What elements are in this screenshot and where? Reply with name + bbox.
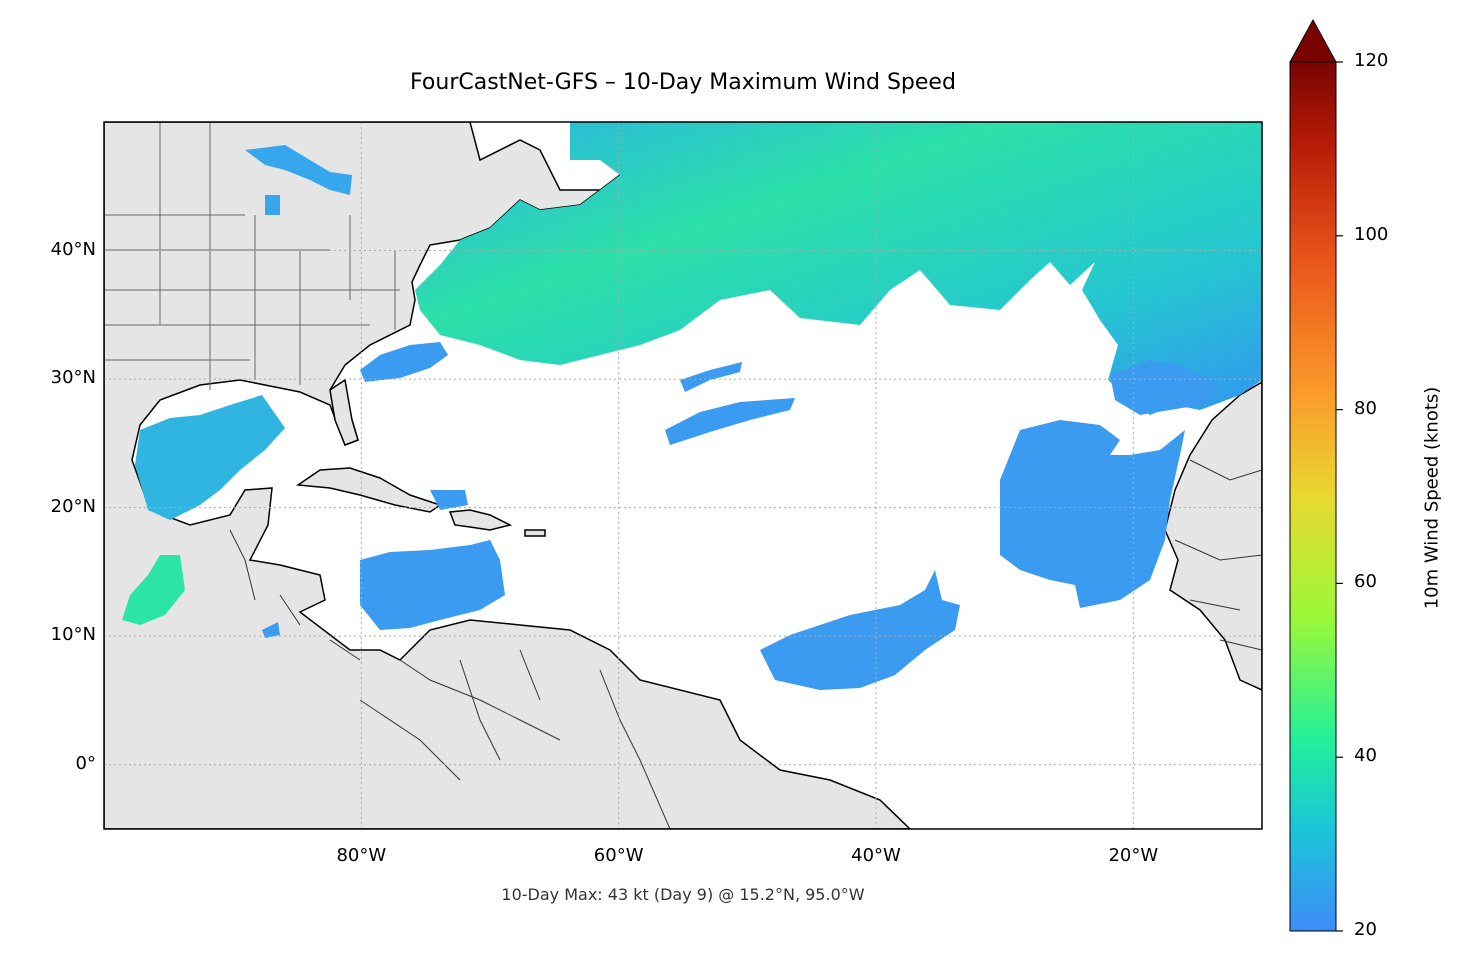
lat-tick-label: 20°N <box>50 495 96 517</box>
land-hispaniola <box>448 509 513 531</box>
wind-region-gulf-of-mexico <box>135 395 285 520</box>
land-africa <box>1164 381 1262 691</box>
wind-region-madeira <box>1110 360 1220 415</box>
map-frame <box>103 121 1263 830</box>
wind-region-off-carolinas <box>360 342 448 382</box>
colorbar-tick-label: 120 <box>1354 50 1389 71</box>
wind-field <box>122 122 1262 690</box>
lat-tick-label: 40°N <box>50 238 96 260</box>
map-title: FourCastNet-GFS – 10-Day Maximum Wind Sp… <box>410 70 956 95</box>
colorbar-tick-label: 60 <box>1354 571 1377 593</box>
lon-tick-label: 60°W <box>593 845 644 866</box>
wind-region-caribbean <box>360 540 505 630</box>
lon-tick-label: 80°W <box>336 845 387 866</box>
lat-tick-label: 30°N <box>50 367 96 389</box>
colorbar-tick-label: 100 <box>1354 223 1389 245</box>
colorbar-tick-label: 40 <box>1354 745 1377 767</box>
wind-region-tropical-atlantic <box>760 570 960 690</box>
wind-region-north-atlantic <box>415 122 1262 415</box>
colorbar <box>1289 18 1343 932</box>
lat-tick-label: 10°N <box>50 624 96 646</box>
wind-region-great-lakes <box>245 145 352 215</box>
map-gridlines <box>104 122 1262 829</box>
wind-region-central-atlantic-streak-2 <box>665 398 795 445</box>
colorbar-tick-label: 80 <box>1354 397 1377 419</box>
country-borders <box>229 459 1262 829</box>
wind-region-east-atlantic-canaries <box>1000 420 1185 608</box>
colorbar-gradient <box>1289 61 1337 932</box>
colorbar-label-text: 10m Wind Speed (knots) <box>1421 386 1443 610</box>
land-puerto-rico <box>524 529 546 537</box>
state-borders <box>104 122 400 390</box>
wind-region-gulf-of-tehuantepec <box>122 555 185 625</box>
colorbar-tick-label: 20 <box>1354 919 1377 940</box>
lat-tick-label: 0° <box>75 752 96 774</box>
wind-region-bahamas-east <box>430 490 468 510</box>
map-subtitle: 10-Day Max: 43 kt (Day 9) @ 15.2°N, 95.0… <box>501 885 865 904</box>
colorbar-extend-arrow <box>1289 18 1337 63</box>
lon-tick-label: 40°W <box>851 845 901 866</box>
land-florida <box>329 378 359 446</box>
lon-tick-label: 20°W <box>1108 845 1159 866</box>
wind-region-central-atlantic-streak-1 <box>680 362 742 392</box>
wind-region-pacific-small <box>262 622 280 638</box>
